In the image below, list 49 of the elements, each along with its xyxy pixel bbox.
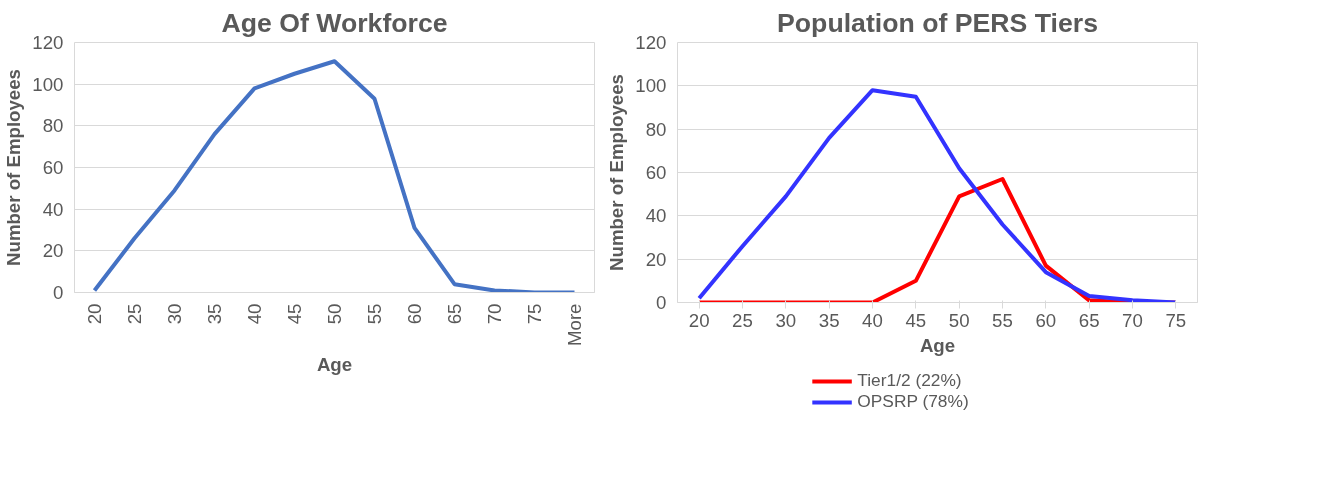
- chart-title: Population of PERS Tiers: [777, 7, 1098, 38]
- y-tick-label: 40: [42, 198, 64, 220]
- line-series: [92, 59, 577, 293]
- x-tick-label: 35: [818, 309, 840, 331]
- x-tick-label: 25: [124, 303, 145, 325]
- y-axis-title: Number of Employees: [606, 74, 628, 271]
- x-tick-label: 30: [164, 303, 185, 325]
- y-tick-label: 80: [645, 118, 667, 140]
- y-axis-title: Number of Employees: [3, 69, 25, 266]
- legend-label: OPSRP (78%): [857, 391, 969, 412]
- x-tick-label: 50: [324, 303, 345, 325]
- x-tick-label: 60: [404, 303, 425, 325]
- x-tick-label: 45: [284, 303, 305, 325]
- x-tick-label: 35: [204, 303, 225, 325]
- x-tick-label: 20: [688, 309, 710, 331]
- y-tick-label: 60: [645, 162, 667, 183]
- y-tick-label: 20: [42, 240, 64, 262]
- y-tick-label: 0: [53, 282, 64, 303]
- x-tick-label: 55: [364, 303, 385, 325]
- x-tick-label: 55: [992, 309, 1013, 331]
- x-tick-label: 75: [1165, 309, 1187, 331]
- line-series: [697, 88, 1178, 303]
- x-tick-label: 20: [84, 303, 105, 325]
- x-tick-label: 70: [484, 303, 505, 325]
- x-tick-label: 60: [1035, 309, 1057, 331]
- x-tick-label: 65: [444, 303, 465, 325]
- y-tick-label: 40: [645, 205, 667, 227]
- y-tick-label: 100: [635, 75, 667, 97]
- y-tick-label: 80: [42, 115, 64, 137]
- x-tick-label: 30: [775, 309, 797, 331]
- y-tick-label: 120: [635, 32, 667, 53]
- y-tick-label: 120: [32, 32, 64, 53]
- y-tick-label: 60: [42, 157, 64, 178]
- x-tick-label: 70: [1122, 309, 1143, 331]
- x-tick-label: 40: [862, 309, 883, 331]
- y-tick-label: 100: [32, 73, 64, 95]
- y-tick-label: 0: [656, 292, 667, 313]
- x-tick-label: 40: [244, 303, 265, 325]
- chart-title: Age Of Workforce: [221, 7, 448, 38]
- x-tick-label: 25: [732, 309, 753, 331]
- legend-label: Tier1/2 (22%): [857, 370, 962, 391]
- x-tick-label: 50: [948, 309, 970, 331]
- x-axis-title: Age: [919, 334, 956, 356]
- x-tick-label: 45: [905, 309, 927, 331]
- x-tick-label: 75: [524, 303, 545, 325]
- x-axis-title: Age: [316, 354, 353, 375]
- y-tick-label: 20: [645, 248, 667, 270]
- x-tick-label: 65: [1078, 309, 1100, 331]
- x-tick-label: More: [564, 303, 585, 346]
